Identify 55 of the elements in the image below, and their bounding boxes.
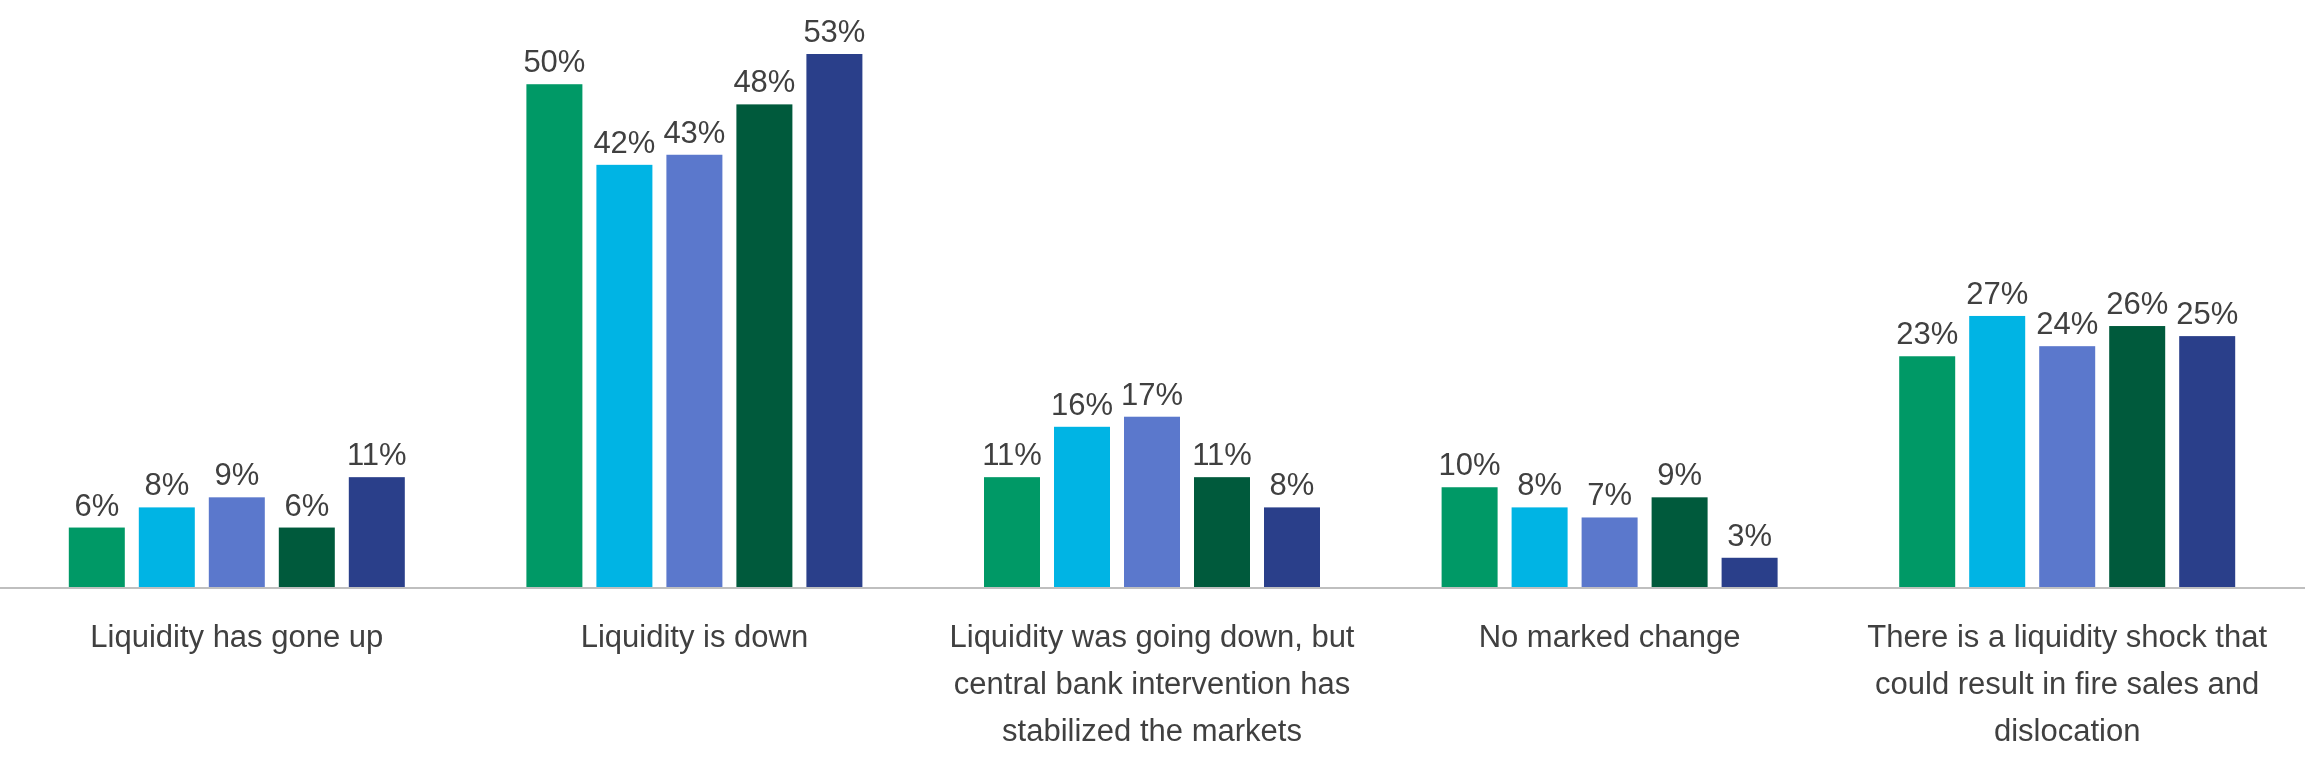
data-label: 11% [346,437,407,473]
data-label: 9% [1657,457,1703,493]
data-label: 17% [1120,376,1184,412]
data-label: 42% [593,124,656,160]
data-label: 8% [144,467,190,503]
bar [1264,507,1320,588]
data-label: 50% [523,44,586,80]
bar [208,497,265,588]
bar [1441,487,1498,588]
data-label: 3% [1727,517,1773,553]
bar [2039,346,2096,588]
data-label: 6% [74,487,120,523]
data-label: 11% [982,437,1042,473]
bar [1899,356,1956,588]
x-tick-label: Liquidity is down [580,619,809,654]
bar [596,164,653,588]
bar [526,84,583,588]
data-label: 10% [1438,447,1501,483]
bar [68,527,125,588]
data-label: 7% [1587,477,1633,513]
bar [1511,507,1568,588]
x-tick-label: Liquidity was going down, but central bank intervention has stabilized the markets [949,619,1355,748]
bar [984,477,1040,588]
bar [278,527,335,588]
bar [1194,477,1250,588]
bar [1124,416,1180,588]
bar [2179,336,2236,588]
bar [2109,326,2166,588]
bar [1721,557,1778,588]
bar [348,477,405,588]
data-label: 11% [1192,437,1252,473]
bar [1054,426,1110,588]
data-label: 48% [733,64,796,100]
data-label: 24% [2036,306,2099,342]
data-label: 26% [2106,286,2169,322]
bar [138,507,195,588]
bar [806,54,863,588]
data-label: 53% [803,14,866,49]
data-label: 16% [1050,386,1114,422]
data-label: 6% [284,487,330,523]
bar [1969,315,2026,588]
x-tick-label: Liquidity has gone up [90,619,384,654]
bar [1581,517,1638,588]
data-label: 9% [214,457,260,493]
data-label: 8% [1517,467,1563,503]
bar [736,104,793,588]
data-label: 27% [1966,275,2029,311]
data-label: 43% [663,114,726,150]
x-tick-label: There is a liquidity shock that could result in fire sales and dislocation [1867,619,2268,748]
x-tick-label: No marked change [1478,619,1741,654]
data-label: 23% [1896,316,1959,352]
data-label: 25% [2176,296,2239,332]
bar [1651,497,1708,588]
bar [666,154,723,588]
data-label: 8% [1269,467,1315,503]
